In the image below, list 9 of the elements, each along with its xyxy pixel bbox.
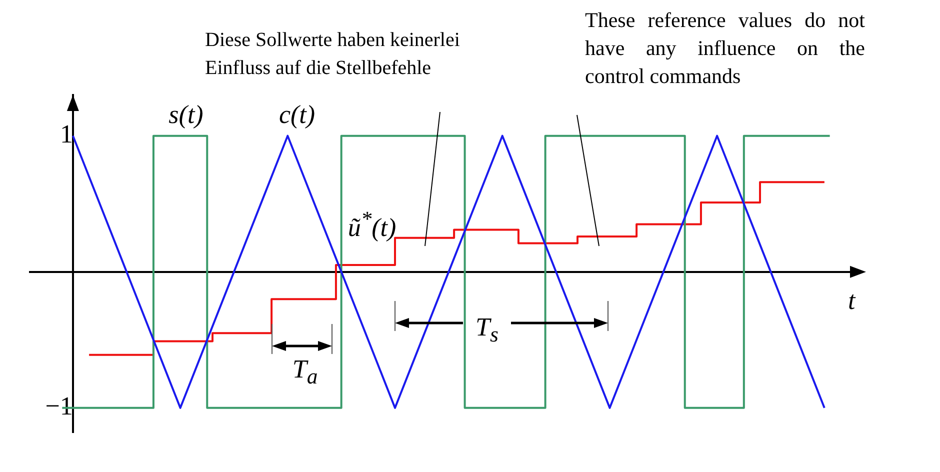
annotation: c(t) (278, 100, 316, 130)
annotation: ũ$^{*}$(t) (348, 207, 396, 243)
y-tick-label: 1 (60, 120, 73, 149)
annotation: T$_{a}$ (292, 354, 318, 390)
annotation: T$_{s}$ (476, 312, 498, 348)
x-axis-title: t (848, 286, 856, 316)
text: Diese Sollwerte haben keinerlei Einfluss auf die Stellbefehle (205, 28, 461, 81)
text: These reference values do not have any influence on the control commands (585, 7, 865, 90)
annotation: s(t) (168, 100, 204, 130)
